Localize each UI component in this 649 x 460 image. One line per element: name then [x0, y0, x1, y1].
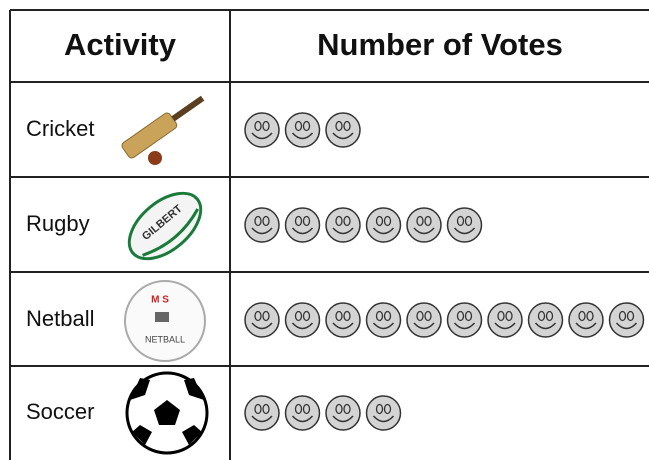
vote-icon [367, 208, 401, 242]
row-label: Cricket [26, 116, 94, 141]
column-header: Activity [64, 27, 177, 62]
vote-icon [569, 303, 603, 337]
row-label: Soccer [26, 399, 94, 424]
smiley-face [245, 208, 279, 242]
smiley-face [245, 113, 279, 147]
smiley-face [245, 396, 279, 430]
vote-icon [407, 208, 441, 242]
smiley-face [367, 208, 401, 242]
smiley-face [569, 303, 603, 337]
vote-icon [326, 113, 360, 147]
vote-icon [610, 303, 644, 337]
smiley-face [407, 208, 441, 242]
page: Activity Number of Votes GILBERT M S NET… [0, 0, 649, 460]
vote-icon [407, 303, 441, 337]
vote-icon [367, 396, 401, 430]
svg-text:NETBALL: NETBALL [145, 334, 185, 344]
smiley-face [529, 303, 563, 337]
vote-icon [245, 208, 279, 242]
pictograph: Activity Number of Votes GILBERT M S NET… [0, 0, 649, 460]
smiley-face [286, 396, 320, 430]
vote-icon [529, 303, 563, 337]
smiley-face [326, 113, 360, 147]
smiley-face [326, 303, 360, 337]
smiley-face [286, 208, 320, 242]
vote-icon [367, 303, 401, 337]
smiley-face [448, 208, 482, 242]
svg-text:M S: M S [151, 295, 169, 306]
vote-icon [286, 303, 320, 337]
vote-icon [245, 396, 279, 430]
smiley-face [448, 303, 482, 337]
vote-icon [326, 396, 360, 430]
smiley-face [367, 396, 401, 430]
smiley-face [610, 303, 644, 337]
vote-icon [286, 208, 320, 242]
vote-icon [448, 303, 482, 337]
vote-icon [326, 208, 360, 242]
background [0, 0, 649, 460]
column-header: Number of Votes [317, 27, 563, 62]
netball-icon: M S NETBALL [125, 281, 205, 361]
vote-icon [488, 303, 522, 337]
vote-icon [326, 303, 360, 337]
smiley-face [367, 303, 401, 337]
row-label: Rugby [26, 211, 90, 236]
vote-icon [286, 396, 320, 430]
smiley-face [488, 303, 522, 337]
smiley-face [326, 208, 360, 242]
soccer-icon [127, 373, 207, 453]
vote-icon [245, 303, 279, 337]
row-label: Netball [26, 306, 94, 331]
vote-icon [448, 208, 482, 242]
vote-icon [245, 113, 279, 147]
smiley-face [245, 303, 279, 337]
vote-icon [286, 113, 320, 147]
smiley-face [407, 303, 441, 337]
smiley-face [286, 303, 320, 337]
smiley-face [326, 396, 360, 430]
smiley-face [286, 113, 320, 147]
